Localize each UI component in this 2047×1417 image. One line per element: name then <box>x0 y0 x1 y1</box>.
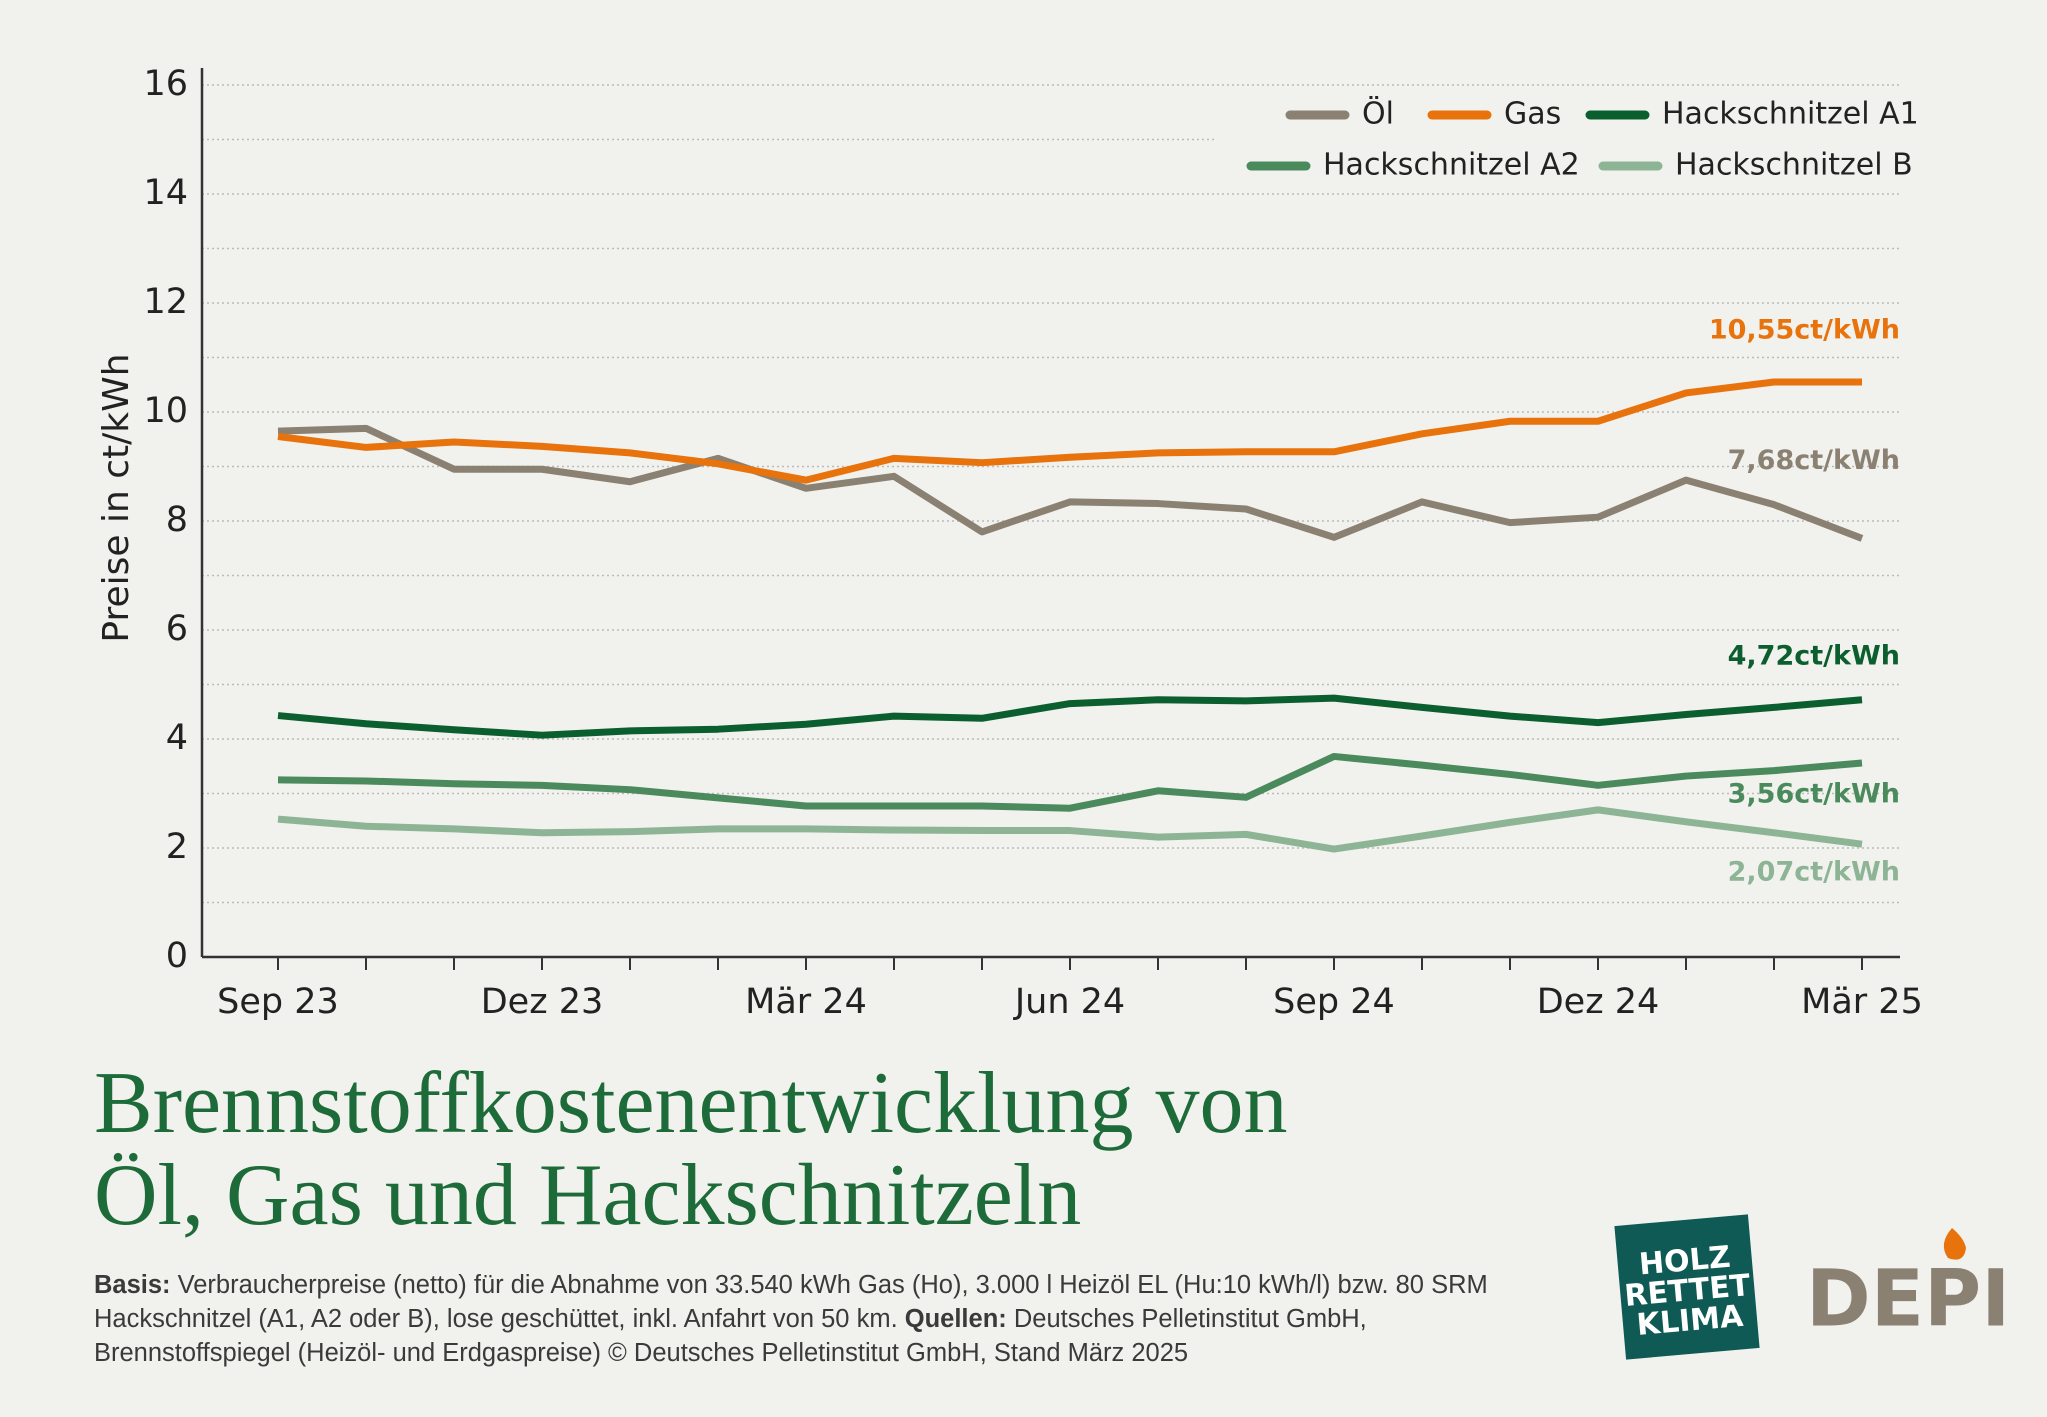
title-line: Brennstoffkostenentwicklung von <box>94 1055 1288 1152</box>
logo-depi: DEPI <box>1806 1254 2010 1344</box>
x-tick-label: Mär 25 <box>1801 982 1923 1022</box>
x-tick-label: Mär 24 <box>745 982 867 1022</box>
y-tick-label: 14 <box>143 173 188 213</box>
legend-label: Öl <box>1362 96 1394 132</box>
footnote: Basis: Verbraucherpreise (netto) für die… <box>94 1268 1554 1370</box>
line <box>277 378 1862 484</box>
legend-background <box>1215 90 1905 188</box>
x-tick-label: Dez 23 <box>481 982 604 1022</box>
footnote-text: Verbraucherpreise (netto) für die Abnahm… <box>94 1271 1488 1333</box>
logo-flame <box>1943 1228 1966 1260</box>
y-tick-label: 8 <box>166 500 188 540</box>
x-tick-label: Jun 24 <box>1013 982 1125 1022</box>
y-tick-label: 2 <box>166 827 188 867</box>
value-label: 7,68ct/kWh <box>1728 445 1900 476</box>
legend-label: Gas <box>1504 97 1561 132</box>
legend-label: Hackschnitzel A2 <box>1323 148 1580 183</box>
value-label: 10,55ct/kWh <box>1709 315 1900 346</box>
y-tick-label: 6 <box>166 609 188 649</box>
y-tick-label: 16 <box>143 64 188 104</box>
line <box>277 752 1863 812</box>
value-label: 3,56ct/kWh <box>1728 778 1900 809</box>
x-tick-label: Sep 24 <box>1273 982 1395 1022</box>
logo-text: HOLZ <box>1638 1240 1732 1283</box>
footnote-label: Quellen: <box>904 1305 1007 1333</box>
value-label: 2,07ct/kWh <box>1728 857 1900 888</box>
footnote-text: Deutsches Pelletinstitut GmbH, Brennstof… <box>94 1305 1367 1367</box>
logo-holz: HOLZ RETTET KLIMA <box>1614 1214 1760 1360</box>
y-tick-label: 0 <box>166 936 188 976</box>
footnote-label: Basis: <box>94 1271 171 1299</box>
y-tick-label: 4 <box>166 718 188 758</box>
line <box>277 424 1864 542</box>
legend-label: Hackschnitzel B <box>1675 148 1913 183</box>
value-label: 4,72ct/kWh <box>1728 640 1900 671</box>
y-tick-label: 12 <box>143 282 188 322</box>
logo-badge <box>1614 1214 1760 1360</box>
x-tick-label: Dez 24 <box>1537 982 1660 1022</box>
legend-label: Hackschnitzel A1 <box>1662 97 1919 132</box>
line <box>277 806 1863 853</box>
title-line: Öl, Gas und Hackschnitzeln <box>94 1147 1081 1244</box>
y-tick-label: 10 <box>143 391 188 431</box>
x-tick-label: Sep 23 <box>217 982 339 1022</box>
line <box>277 694 1863 739</box>
y-axis-label: Preise in ct/kWh <box>96 353 137 642</box>
